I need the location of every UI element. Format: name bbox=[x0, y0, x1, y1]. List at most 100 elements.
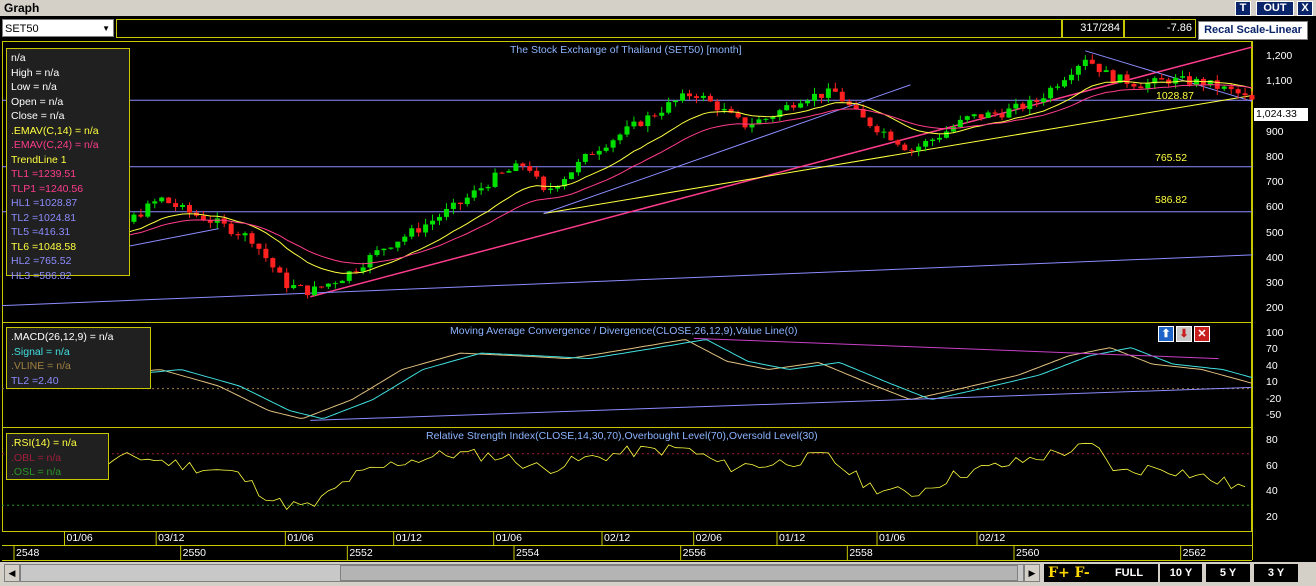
chevron-down-icon[interactable]: ▼ bbox=[102, 24, 110, 33]
candle-body bbox=[673, 100, 679, 103]
scroll-thumb[interactable] bbox=[340, 565, 1018, 581]
macd-panel-frame bbox=[2, 322, 1252, 428]
candle-body bbox=[1089, 59, 1095, 64]
candle-body bbox=[485, 186, 491, 189]
candle-body bbox=[534, 170, 540, 177]
candle-body bbox=[853, 105, 859, 109]
move-down-icon[interactable]: ⬇ bbox=[1176, 326, 1192, 342]
font-decrease-button[interactable]: F- bbox=[1074, 565, 1090, 581]
info-line: TL1 =1239.51 bbox=[11, 168, 77, 180]
x-month-label: 02/12 bbox=[979, 532, 1006, 544]
candle-body bbox=[1221, 86, 1227, 89]
timeframe-10y[interactable]: 10 Y bbox=[1160, 564, 1202, 582]
candle-body bbox=[1166, 79, 1172, 84]
rsi-panel-frame bbox=[2, 427, 1252, 532]
candle-body bbox=[478, 188, 484, 191]
candle-body bbox=[860, 108, 866, 118]
candle-body bbox=[325, 283, 331, 287]
candle-body bbox=[1228, 86, 1234, 90]
candle-body bbox=[700, 95, 706, 98]
scroll-left-icon[interactable]: ◀ bbox=[4, 564, 20, 582]
candle-body bbox=[242, 233, 248, 236]
close-button[interactable]: X bbox=[1297, 1, 1313, 16]
candle-body bbox=[985, 112, 991, 118]
info-line: .MACD(26,12,9) = n/a bbox=[11, 331, 114, 343]
info-line: TL6 =1048.58 bbox=[11, 240, 77, 253]
candle-body bbox=[596, 150, 602, 155]
macd-line bbox=[43, 339, 1253, 419]
window-title: Graph bbox=[4, 1, 40, 15]
timeframe-5y[interactable]: 5 Y bbox=[1206, 564, 1250, 582]
timeframe-full[interactable]: FULL bbox=[1100, 564, 1158, 582]
y-tick-label: 10 bbox=[1266, 376, 1278, 389]
candle-body bbox=[263, 248, 269, 259]
candle-body bbox=[1173, 77, 1179, 84]
font-size-buttons[interactable]: F+ F- bbox=[1044, 564, 1100, 582]
candle-body bbox=[416, 228, 422, 233]
candle-body bbox=[978, 114, 984, 118]
move-up-icon[interactable]: ⬆ bbox=[1158, 326, 1174, 342]
font-increase-button[interactable]: F+ bbox=[1048, 565, 1070, 581]
candle-body bbox=[999, 113, 1005, 118]
candle-body bbox=[957, 119, 963, 127]
candle-body bbox=[881, 131, 887, 133]
candle-body bbox=[964, 116, 970, 120]
candle-body bbox=[430, 220, 436, 225]
candle-body bbox=[548, 188, 554, 191]
candle-body bbox=[527, 166, 533, 171]
candle-body bbox=[805, 100, 811, 104]
candle-body bbox=[950, 126, 956, 132]
status-bar bbox=[116, 19, 1062, 38]
candle-body bbox=[1110, 70, 1116, 83]
candle-body bbox=[284, 272, 290, 289]
main-info-box: n/a High = n/a Low = n/a Open = n/a Close = … bbox=[6, 48, 130, 282]
candle-body bbox=[180, 205, 186, 207]
out-button[interactable]: OUT bbox=[1256, 1, 1294, 16]
candle-body bbox=[457, 202, 463, 205]
candle-body bbox=[742, 117, 748, 128]
x-month-label: 01/12 bbox=[779, 532, 806, 544]
info-line: HL3 =586.82 bbox=[11, 269, 72, 282]
close-panel-icon[interactable]: ✕ bbox=[1194, 326, 1210, 342]
candle-body bbox=[693, 96, 699, 98]
y-tick-label: 40 bbox=[1266, 359, 1278, 372]
candle-body bbox=[256, 243, 262, 249]
candle-body bbox=[1207, 80, 1213, 86]
macd-trendline bbox=[310, 386, 1253, 421]
candle-body bbox=[943, 131, 949, 138]
y-tick-label: 900 bbox=[1266, 125, 1284, 138]
info-line: .VLINE = n/a bbox=[11, 360, 71, 372]
candle-body bbox=[832, 88, 838, 92]
x-month-label: 02/06 bbox=[695, 532, 722, 544]
macd-signal-line bbox=[43, 339, 1253, 419]
macd-info-box: .MACD(26,12,9) = n/a .Signal = n/a .VLINE … bbox=[6, 327, 151, 389]
x-year-label: 2556 bbox=[682, 547, 707, 559]
candle-body bbox=[499, 172, 505, 174]
y-tick-label: -50 bbox=[1266, 409, 1282, 422]
candle-body bbox=[291, 285, 297, 289]
timeframe-3y[interactable]: 3 Y bbox=[1254, 564, 1298, 582]
scroll-right-icon[interactable]: ▶ bbox=[1024, 564, 1040, 582]
candle-body bbox=[1193, 78, 1199, 85]
candle-body bbox=[895, 140, 901, 145]
t-button[interactable]: T bbox=[1235, 1, 1251, 16]
info-line: Close = n/a bbox=[11, 110, 65, 122]
candle-body bbox=[200, 215, 206, 221]
current-price-badge: 1,024.33 bbox=[1254, 108, 1308, 121]
candle-body bbox=[638, 121, 644, 127]
symbol-select[interactable]: SET50 ▼ bbox=[2, 19, 114, 37]
info-line: n/a bbox=[11, 52, 26, 64]
candle-body bbox=[1124, 74, 1130, 84]
trendline-tl2 bbox=[1085, 50, 1253, 102]
candle-body bbox=[1242, 93, 1248, 96]
y-tick-label: 1,200 bbox=[1266, 50, 1293, 63]
recal-scale-button[interactable]: Recal Scale-Linear bbox=[1198, 21, 1308, 40]
candle-body bbox=[610, 140, 616, 148]
candle-body bbox=[138, 214, 144, 217]
info-line: TL2 =2.40 bbox=[11, 374, 59, 387]
candle-body bbox=[471, 190, 477, 198]
candle-body bbox=[735, 112, 741, 118]
y-tick-label: 80 bbox=[1266, 433, 1278, 446]
trendline-tl1 bbox=[310, 46, 1253, 298]
